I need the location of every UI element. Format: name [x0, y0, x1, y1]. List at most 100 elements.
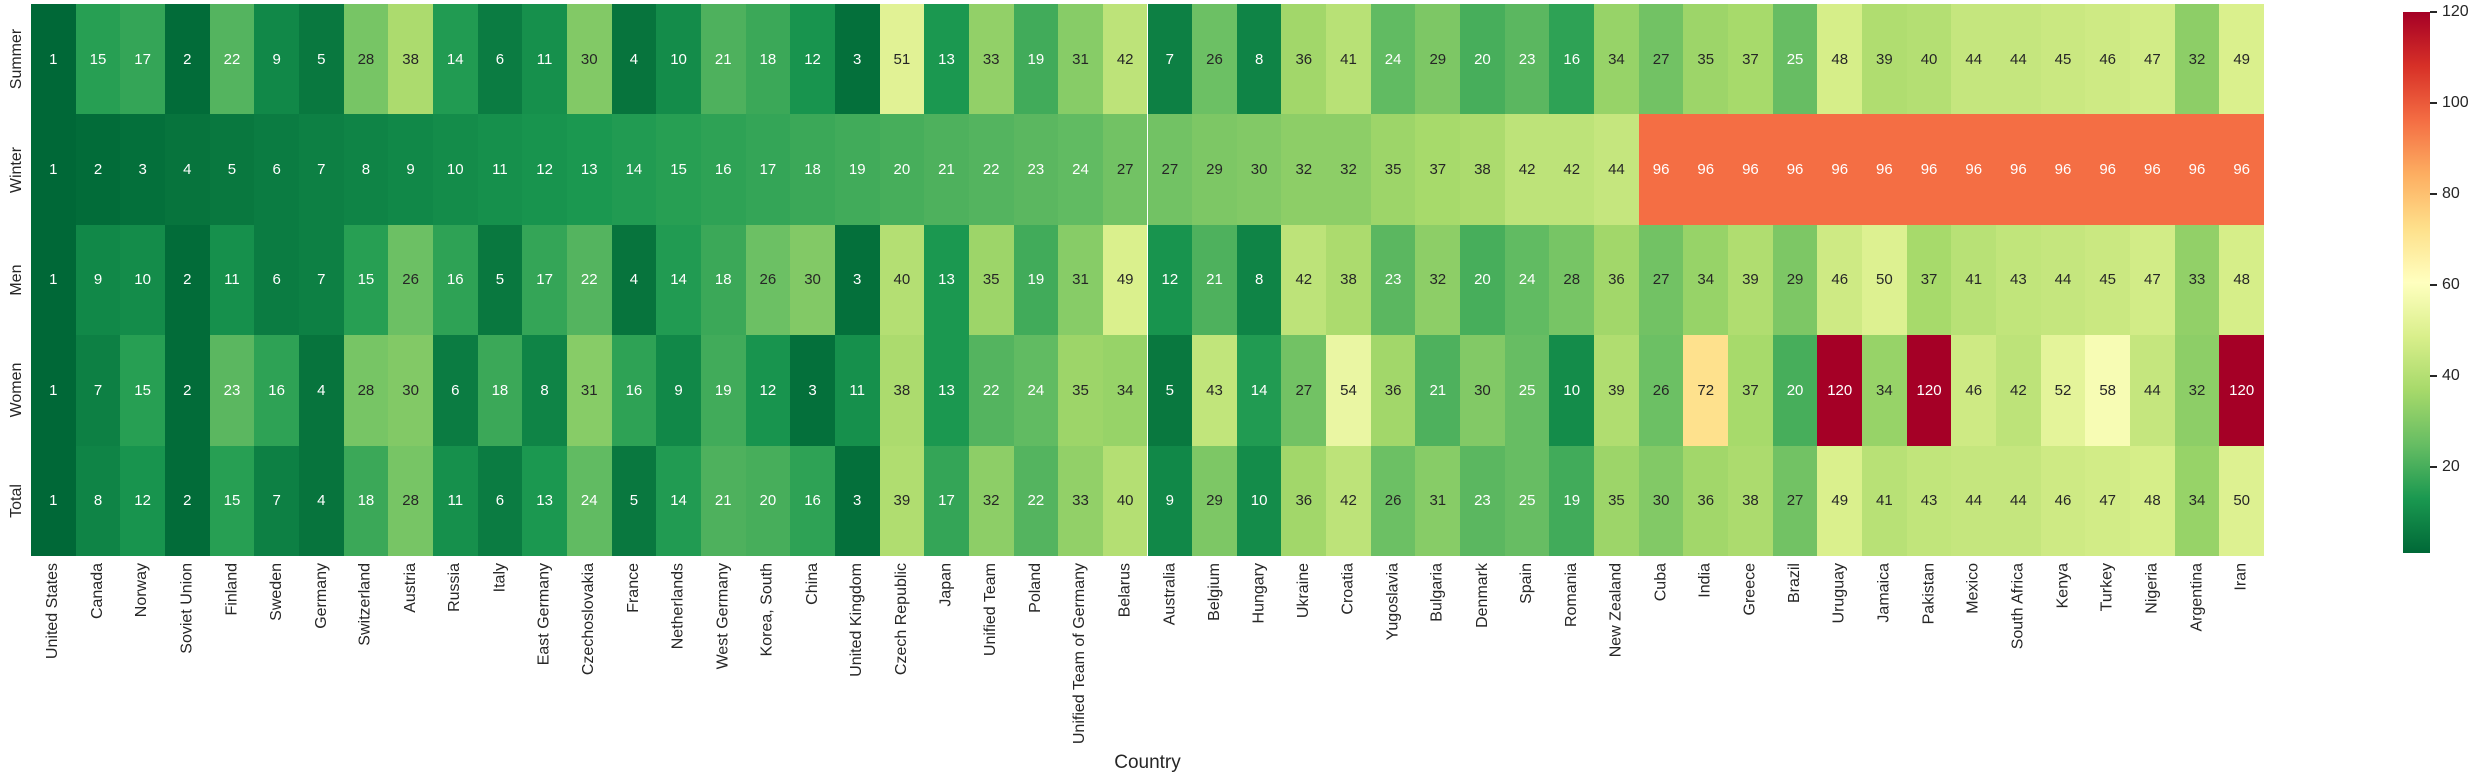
- heatmap-cell: 96: [1862, 114, 1907, 225]
- heatmap-cell: 40: [879, 224, 925, 336]
- heatmap-cell: 9: [75, 224, 121, 336]
- heatmap-cell: 47: [2085, 445, 2131, 556]
- heatmap-cell: 39: [879, 445, 925, 556]
- heatmap-cell: 18: [343, 445, 389, 556]
- heatmap-cell: 23: [1013, 114, 1059, 225]
- heatmap-cell: 37: [1728, 335, 1773, 446]
- heatmap-cell: 26: [1638, 335, 1684, 446]
- heatmap-cell: 54: [1326, 335, 1371, 446]
- colorbar-tick-label: 80: [2442, 184, 2460, 202]
- colorbar-tick-label: 60: [2442, 275, 2460, 293]
- column-label: West Germany: [714, 563, 732, 670]
- heatmap-cell: 14: [656, 445, 701, 556]
- heatmap-cell: 32: [2174, 335, 2220, 446]
- heatmap-cell: 24: [1370, 4, 1416, 115]
- heatmap-cell: 36: [1281, 445, 1327, 556]
- x-axis-title: Country: [1114, 752, 1181, 773]
- heatmap-cell: 48: [1817, 4, 1863, 115]
- column-label: Switzerland: [356, 563, 374, 646]
- heatmap-cell: 30: [388, 335, 433, 446]
- heatmap-cell: 2: [164, 4, 210, 115]
- column-label: Greece: [1741, 563, 1759, 616]
- heatmap-cell: 33: [1058, 445, 1103, 556]
- column-label: Bulgaria: [1428, 563, 1446, 622]
- heatmap-cell: 49: [1817, 445, 1863, 556]
- heatmap-cell: 19: [700, 335, 746, 446]
- heatmap-cell: 12: [1147, 224, 1193, 336]
- heatmap-cell: 15: [343, 224, 389, 336]
- heatmap-cell: 14: [1236, 335, 1282, 446]
- column-label: Belgium: [1205, 563, 1223, 621]
- column-label: Brazil: [1786, 563, 1804, 604]
- heatmap-cell: 28: [343, 4, 389, 115]
- heatmap-cell: 13: [566, 114, 612, 225]
- heatmap-cell: 4: [611, 4, 657, 115]
- heatmap-cell: 120: [1817, 335, 1863, 446]
- heatmap-cell: 31: [1058, 4, 1103, 115]
- heatmap-cell: 14: [611, 114, 657, 225]
- column-label: Italy: [490, 563, 508, 593]
- column-label: Nigeria: [2143, 563, 2161, 614]
- heatmap-cell: 8: [522, 335, 567, 446]
- column-label: Croatia: [1339, 563, 1357, 615]
- heatmap-cell: 7: [254, 445, 299, 556]
- heatmap-cell: 5: [611, 445, 657, 556]
- heatmap-cell: 12: [790, 4, 835, 115]
- column-label: Sweden: [267, 563, 285, 621]
- heatmap-cell: 30: [1460, 335, 1505, 446]
- heatmap-cell: 39: [1862, 4, 1907, 115]
- heatmap-cell: 31: [1058, 224, 1103, 336]
- heatmap-cell: 15: [209, 445, 255, 556]
- column-label: Canada: [89, 563, 106, 620]
- heatmap-cell: 24: [1058, 114, 1103, 225]
- heatmap-cell: 41: [1326, 4, 1371, 115]
- heatmap-cell: 2: [164, 445, 210, 556]
- heatmap-cell: 45: [2040, 4, 2086, 115]
- heatmap-cell: 18: [745, 4, 791, 115]
- heatmap-cell: 96: [1772, 114, 1818, 225]
- heatmap-cell: 17: [745, 114, 791, 225]
- heatmap-cell: 32: [968, 445, 1014, 556]
- heatmap-cell: 30: [1638, 445, 1684, 556]
- heatmap-cell: 16: [432, 224, 478, 336]
- heatmap-cell: 39: [1594, 335, 1639, 446]
- heatmap-cell: 46: [2040, 445, 2086, 556]
- heatmap-cell: 19: [1013, 224, 1059, 336]
- heatmap-cell: 44: [2130, 335, 2175, 446]
- row-label: Men: [8, 264, 25, 296]
- column-label: Finland: [222, 563, 240, 616]
- row-label: Women: [8, 362, 25, 418]
- heatmap-cell: 2: [164, 224, 210, 336]
- column-label: Ukraine: [1294, 563, 1312, 619]
- column-label: Spain: [1518, 563, 1536, 604]
- heatmap-cell: 58: [2085, 335, 2131, 446]
- heatmap-cell: 11: [834, 335, 880, 446]
- heatmap-cell: 21: [1192, 224, 1237, 336]
- heatmap-cell: 1: [31, 4, 76, 115]
- heatmap-cell: 120: [2219, 335, 2264, 446]
- heatmap-cell: 29: [1415, 4, 1461, 115]
- heatmap-cell: 9: [1147, 445, 1193, 556]
- row-label: Total: [8, 483, 25, 518]
- heatmap-cell: 6: [477, 445, 523, 556]
- colorbar-tick-label: 100: [2442, 93, 2469, 111]
- heatmap-cell: 37: [1728, 4, 1773, 115]
- heatmap-cell: 10: [656, 4, 701, 115]
- heatmap-cell: 3: [790, 335, 835, 446]
- heatmap-cell: 42: [1996, 335, 2041, 446]
- heatmap-cell: 6: [432, 335, 478, 446]
- heatmap-plot: 1 15 17 2 22 9 5 28 38 14 6 11 30 4 10 21 18 12 3 51 13 33 19 3…: [31, 4, 2264, 556]
- heatmap-cell: 16: [611, 335, 657, 446]
- heatmap-cell: 4: [298, 445, 344, 556]
- heatmap-cell: 96: [2085, 114, 2131, 225]
- heatmap-cell: 32: [1415, 224, 1461, 336]
- heatmap-cell: 4: [298, 335, 344, 446]
- heatmap-cell: 8: [1236, 4, 1282, 115]
- heatmap-cell: 17: [120, 4, 165, 115]
- heatmap-cell: 17: [924, 445, 969, 556]
- heatmap-cell: 40: [1906, 4, 1952, 115]
- heatmap-cell: 24: [1013, 335, 1059, 446]
- heatmap-cell: 96: [1683, 114, 1729, 225]
- heatmap-cell: 20: [1460, 4, 1505, 115]
